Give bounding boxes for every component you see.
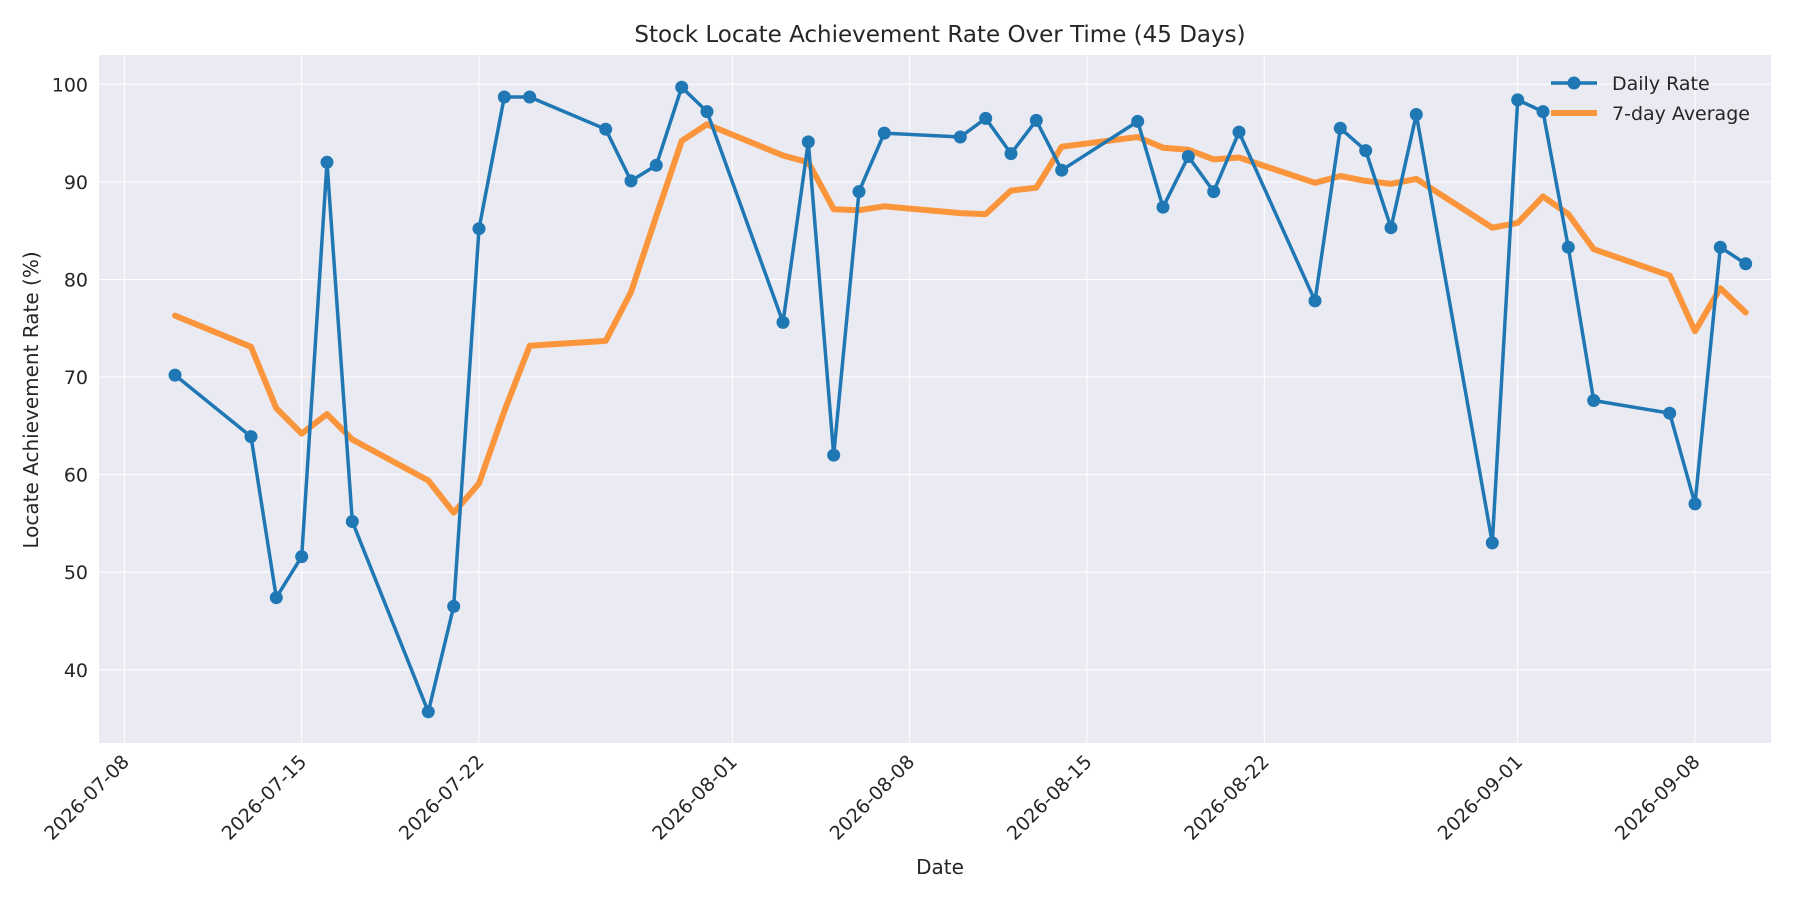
data-point-daily-rate bbox=[523, 90, 537, 104]
data-point-daily-rate bbox=[1004, 147, 1018, 161]
data-point-daily-rate bbox=[168, 368, 182, 382]
y-tick-label: 100 bbox=[52, 74, 88, 96]
legend: Daily Rate 7-day Average bbox=[1551, 73, 1750, 125]
data-point-daily-rate bbox=[1131, 114, 1145, 128]
data-point-daily-rate bbox=[852, 185, 866, 199]
data-point-daily-rate bbox=[1181, 150, 1195, 163]
plot-background bbox=[99, 55, 1771, 743]
data-point-daily-rate bbox=[1055, 163, 1069, 177]
data-point-daily-rate bbox=[700, 105, 714, 119]
data-point-daily-rate bbox=[1663, 406, 1677, 420]
y-tick-label: 90 bbox=[64, 172, 88, 194]
series-layer bbox=[168, 80, 1753, 719]
data-point-daily-rate bbox=[1384, 221, 1398, 235]
data-point-daily-rate bbox=[1739, 257, 1753, 271]
y-tick-label: 40 bbox=[64, 660, 88, 682]
data-point-daily-rate bbox=[295, 550, 309, 564]
data-point-daily-rate bbox=[675, 80, 689, 94]
x-tick-label: 2026-09-08 bbox=[1611, 751, 1705, 845]
data-point-daily-rate bbox=[1713, 240, 1727, 254]
data-point-daily-rate bbox=[827, 448, 841, 462]
data-point-daily-rate bbox=[776, 315, 790, 329]
x-tick-label: 2026-07-22 bbox=[395, 751, 489, 845]
data-point-daily-rate bbox=[1308, 294, 1322, 308]
data-point-daily-rate bbox=[979, 111, 993, 125]
x-tick-label: 2026-08-01 bbox=[648, 751, 742, 845]
data-point-daily-rate bbox=[624, 174, 638, 188]
x-tick-label: 2026-07-15 bbox=[218, 751, 312, 845]
data-point-daily-rate bbox=[1156, 200, 1170, 214]
legend-marker-daily-rate bbox=[1567, 76, 1581, 90]
x-axis: 2026-07-08 2026-07-15 2026-07-22 2026-08-01… bbox=[40, 751, 1704, 845]
y-tick-label: 60 bbox=[64, 465, 88, 487]
data-point-daily-rate bbox=[599, 122, 613, 136]
data-point-daily-rate bbox=[801, 135, 815, 149]
data-point-daily-rate bbox=[1359, 144, 1373, 158]
y-axis-title: Locate Achievement Rate (%) bbox=[19, 251, 43, 548]
data-point-daily-rate bbox=[1561, 240, 1575, 254]
y-tick-label: 50 bbox=[64, 562, 88, 584]
x-axis-title: Date bbox=[916, 855, 964, 879]
x-tick-label: 2026-08-22 bbox=[1180, 751, 1274, 845]
x-tick-label: 2026-08-15 bbox=[1003, 751, 1097, 845]
data-point-daily-rate bbox=[320, 155, 334, 169]
y-tick-label: 70 bbox=[64, 367, 88, 389]
data-point-daily-rate bbox=[1688, 497, 1702, 511]
data-point-daily-rate bbox=[649, 158, 663, 172]
data-point-daily-rate bbox=[953, 130, 967, 144]
y-tick-label: 80 bbox=[64, 269, 88, 291]
y-axis: 40 50 60 70 80 90 100 bbox=[52, 74, 88, 682]
data-point-daily-rate bbox=[1587, 394, 1601, 407]
x-tick-label: 2026-07-08 bbox=[40, 751, 134, 845]
x-tick-label: 2026-08-08 bbox=[826, 751, 920, 845]
data-point-daily-rate bbox=[421, 705, 435, 719]
data-point-daily-rate bbox=[472, 222, 486, 236]
data-point-daily-rate bbox=[497, 90, 511, 104]
grid-lines bbox=[99, 55, 1771, 743]
x-tick-label: 2026-09-01 bbox=[1434, 751, 1528, 845]
data-point-daily-rate bbox=[1029, 113, 1043, 127]
chart-title: Stock Locate Achievement Rate Over Time … bbox=[634, 22, 1245, 48]
legend-label-daily-rate: Daily Rate bbox=[1612, 73, 1710, 95]
data-point-daily-rate bbox=[345, 515, 359, 528]
data-point-daily-rate bbox=[447, 599, 461, 613]
data-point-daily-rate bbox=[244, 430, 258, 444]
data-point-daily-rate bbox=[269, 591, 283, 605]
data-point-daily-rate bbox=[1207, 185, 1221, 199]
data-point-daily-rate bbox=[1409, 108, 1423, 121]
data-point-daily-rate bbox=[1485, 536, 1499, 550]
data-point-daily-rate bbox=[1511, 93, 1525, 107]
data-point-daily-rate bbox=[877, 126, 891, 140]
data-point-daily-rate bbox=[1232, 125, 1246, 139]
legend-label-7-day-average: 7-day Average bbox=[1612, 103, 1750, 125]
data-point-daily-rate bbox=[1333, 121, 1347, 135]
data-point-daily-rate bbox=[1536, 105, 1550, 119]
